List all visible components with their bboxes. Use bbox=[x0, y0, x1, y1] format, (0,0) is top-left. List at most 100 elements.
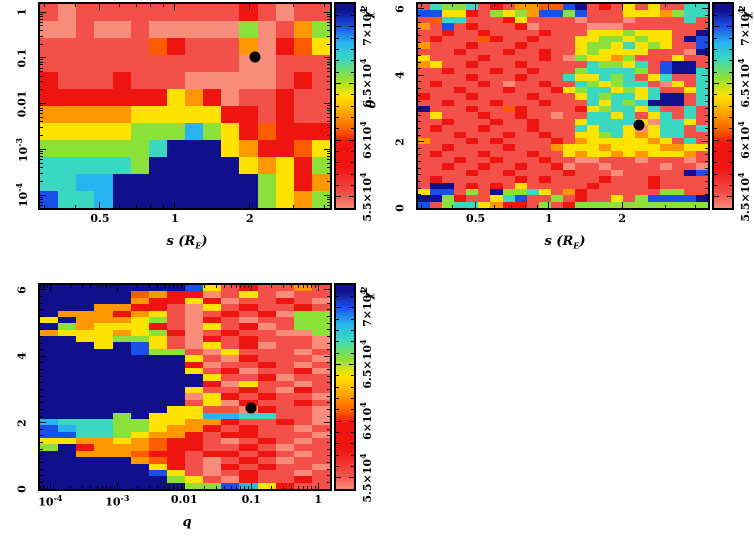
heatmap-cell bbox=[185, 361, 204, 368]
heatmap-cell bbox=[185, 380, 204, 387]
heatmap-cell bbox=[239, 438, 258, 445]
heatmap-cell bbox=[695, 157, 708, 164]
x-tick-label: 10-4 bbox=[38, 493, 63, 509]
heatmap-cell bbox=[293, 469, 312, 477]
axis-tick bbox=[40, 442, 43, 444]
heatmap-cell bbox=[293, 316, 312, 324]
axis-tick bbox=[40, 113, 43, 115]
axis-tick bbox=[327, 156, 330, 158]
heatmap-cell bbox=[94, 157, 113, 174]
axis-tick bbox=[70, 285, 72, 288]
axis-tick bbox=[327, 67, 330, 69]
heatmap-cell bbox=[221, 418, 240, 426]
heatmap-cell bbox=[683, 80, 696, 87]
heatmap-cell bbox=[58, 469, 77, 477]
axis-tick bbox=[475, 202, 477, 208]
heatmap-cell bbox=[599, 80, 612, 87]
heatmap-cell bbox=[575, 157, 588, 164]
heatmap-cell bbox=[166, 191, 185, 208]
heatmap-cell bbox=[148, 285, 167, 292]
colorbar-tick bbox=[351, 386, 354, 388]
heatmap-cell bbox=[76, 55, 95, 72]
heatmap-cell bbox=[695, 61, 708, 68]
heatmap-cell bbox=[166, 374, 185, 381]
heatmap-cell bbox=[514, 157, 527, 164]
heatmap-cell bbox=[257, 355, 276, 362]
colorbar-tick bbox=[714, 173, 717, 175]
heatmap-cell bbox=[148, 316, 167, 324]
heatmap-cell bbox=[257, 123, 276, 140]
heatmap-cell bbox=[478, 67, 491, 75]
heatmap-cell bbox=[221, 55, 240, 72]
heatmap-cell bbox=[275, 123, 294, 140]
heatmap-cell bbox=[203, 4, 222, 21]
heatmap-cell bbox=[239, 355, 258, 362]
heatmap-cell bbox=[203, 329, 222, 336]
heatmap-cell bbox=[550, 99, 563, 106]
heatmap-cell bbox=[311, 123, 330, 140]
heatmap-cell bbox=[502, 201, 515, 208]
colorbar-tick bbox=[336, 443, 339, 445]
heatmap-cell bbox=[635, 61, 648, 68]
heatmap-cell bbox=[185, 367, 204, 375]
colorbar-tick bbox=[351, 184, 354, 186]
heatmap-cell bbox=[239, 4, 258, 21]
heatmap-cell bbox=[130, 89, 149, 106]
heatmap-cell bbox=[611, 137, 624, 145]
heatmap-cell bbox=[647, 118, 660, 126]
heatmap-cell bbox=[695, 106, 708, 113]
heatmap-cell bbox=[148, 380, 167, 387]
colorbar-tick bbox=[714, 60, 717, 62]
heatmap-cell bbox=[623, 118, 636, 126]
heatmap-cell bbox=[112, 191, 131, 208]
heatmap-cell bbox=[442, 188, 455, 196]
heatmap-cell bbox=[148, 323, 167, 330]
heatmap-cell bbox=[647, 55, 660, 62]
axis-tick bbox=[418, 54, 421, 56]
colorbar-tick bbox=[729, 14, 732, 16]
heatmap-cells bbox=[418, 4, 708, 208]
heatmap-cell bbox=[293, 72, 312, 89]
heatmap-cell bbox=[239, 310, 258, 317]
heatmap-cell bbox=[611, 42, 624, 49]
heatmap-cell bbox=[293, 450, 312, 458]
heatmap-cell bbox=[76, 399, 95, 407]
axis-tick bbox=[250, 285, 252, 291]
heatmap-cell bbox=[58, 438, 77, 445]
heatmap-cell bbox=[40, 329, 59, 336]
heatmap-cell bbox=[293, 355, 312, 362]
heatmap-cell bbox=[538, 169, 551, 177]
heatmap-cell bbox=[257, 425, 276, 432]
colorbar-tick bbox=[336, 431, 339, 433]
heatmap-cell bbox=[430, 131, 443, 138]
heatmap-cell bbox=[490, 55, 503, 62]
heatmap-cell bbox=[94, 191, 113, 208]
heatmap-cell bbox=[538, 188, 551, 196]
axis-tick bbox=[40, 151, 43, 153]
heatmap-cell bbox=[442, 182, 455, 189]
heatmap-cell bbox=[490, 188, 503, 196]
heatmap-cell bbox=[293, 310, 312, 317]
heatmap-cell bbox=[203, 367, 222, 375]
heatmap-cell bbox=[562, 118, 576, 126]
heatmap-cell bbox=[442, 80, 455, 87]
heatmap-cell bbox=[311, 482, 330, 489]
heatmap-cell bbox=[478, 99, 491, 106]
axis-tick bbox=[148, 486, 150, 489]
heatmap-cell bbox=[221, 106, 240, 123]
heatmap-cell bbox=[490, 201, 503, 208]
heatmap-cell bbox=[94, 89, 113, 106]
heatmap-cell bbox=[166, 140, 185, 157]
heatmap-cell bbox=[257, 191, 276, 208]
heatmap-cell bbox=[185, 291, 204, 298]
heatmap-cell bbox=[257, 431, 276, 438]
heatmap-cell bbox=[148, 425, 167, 432]
heatmap-cell bbox=[112, 285, 131, 292]
axis-tick bbox=[90, 486, 92, 489]
heatmap-cell bbox=[275, 399, 294, 407]
heatmap-cell bbox=[490, 106, 503, 113]
heatmap-cell bbox=[76, 174, 95, 191]
heatmap-cell bbox=[293, 418, 312, 426]
heatmap-cell bbox=[239, 380, 258, 387]
heatmap-cell bbox=[647, 182, 660, 189]
